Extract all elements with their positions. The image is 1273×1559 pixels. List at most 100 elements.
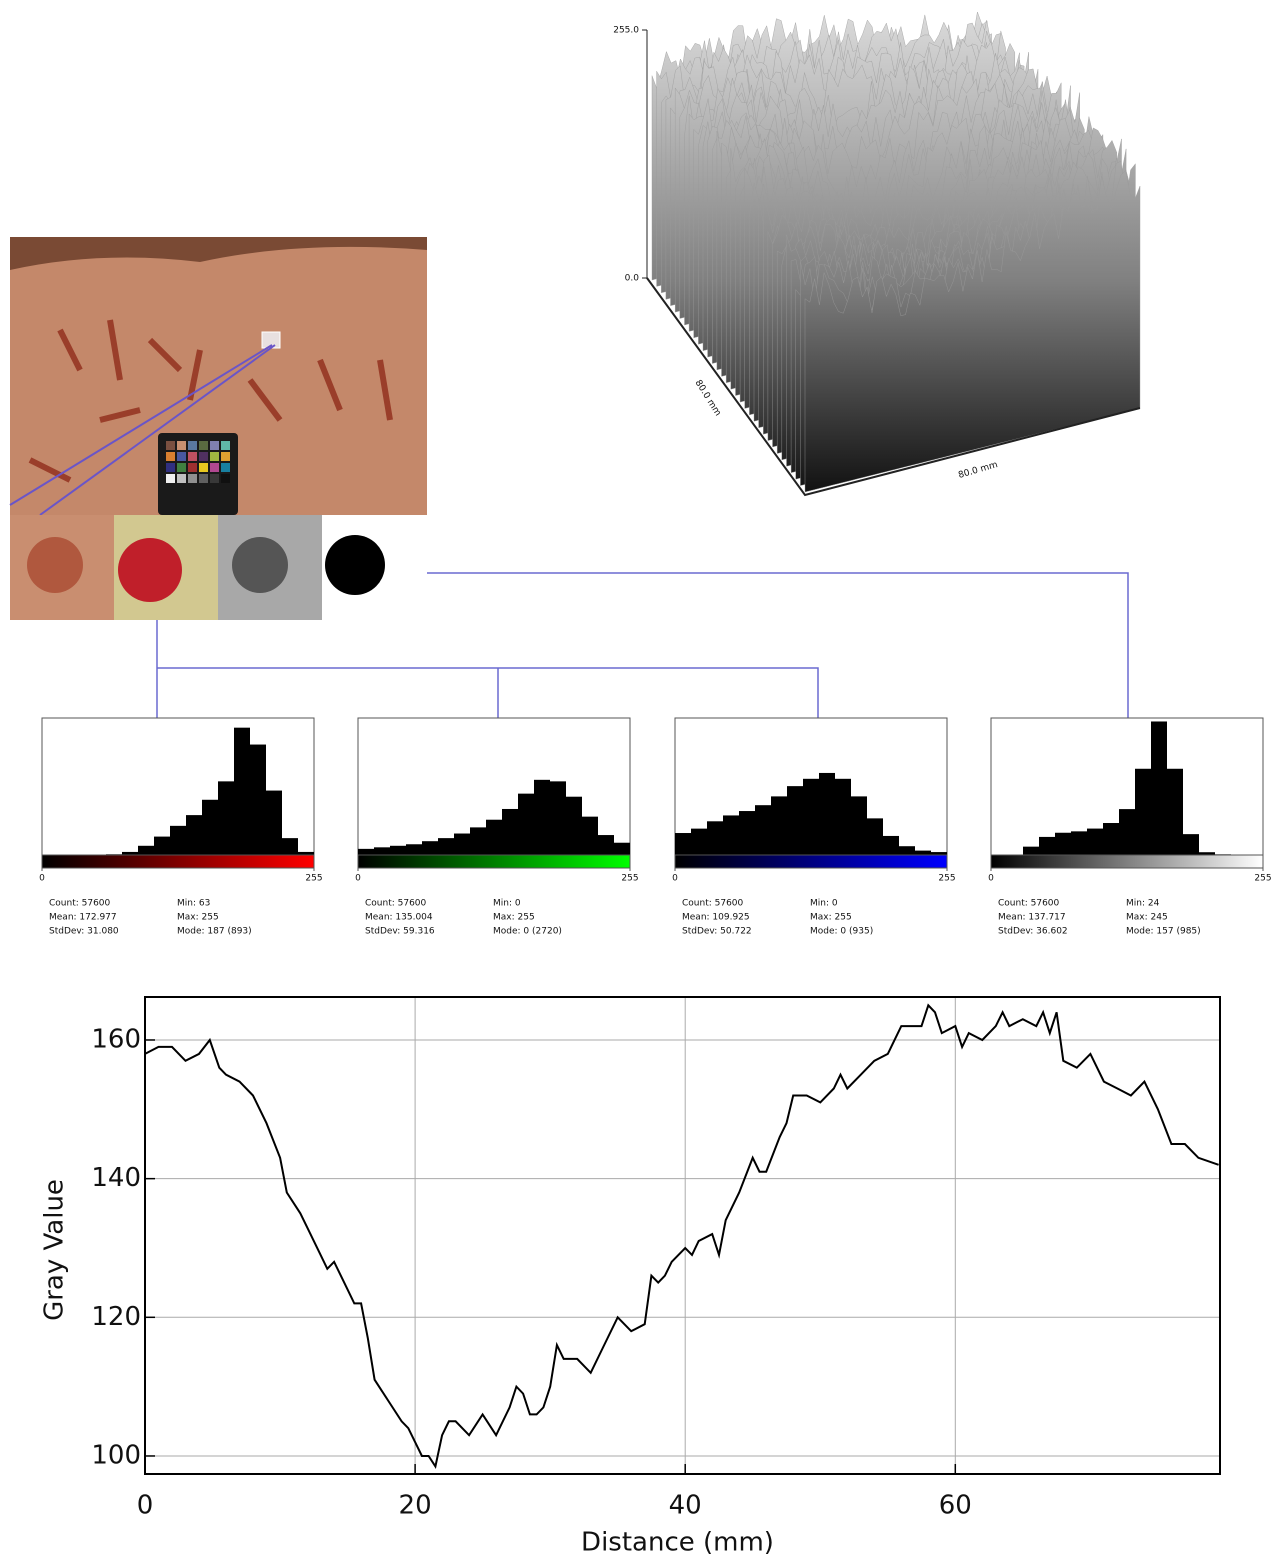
x-axis-label: 80.0 mm [693, 378, 723, 418]
hist-bar [598, 835, 614, 855]
x-tick-label: 0 [39, 874, 45, 884]
hist-stat: Min: 24 [1126, 899, 1160, 909]
hist-bar [406, 844, 422, 855]
hist-bar [422, 841, 438, 855]
hist-bar [358, 849, 374, 855]
x-tick-label: 0 [355, 874, 361, 884]
hist-bar [675, 833, 691, 855]
z-tick-label: 255.0 [613, 26, 639, 36]
hist-stat: Count: 57600 [49, 899, 111, 909]
hist-bar [614, 843, 630, 855]
hist-bar [234, 728, 250, 855]
hist-stat: Count: 57600 [682, 899, 744, 909]
photo-strip [10, 515, 427, 620]
swatch [210, 452, 219, 461]
hist-bar [819, 773, 835, 855]
colorbar [358, 855, 630, 868]
hist-bar [867, 818, 883, 855]
hist-bar [218, 781, 234, 855]
hist-stat: Min: 63 [177, 899, 210, 909]
hist-bar [550, 781, 566, 855]
y-axis-label: Gray Value [40, 1179, 70, 1321]
x-tick-label: 0 [137, 1491, 154, 1521]
y-tick-label: 100 [91, 1440, 141, 1470]
hist-bar [186, 815, 202, 855]
hist-bar [170, 826, 186, 855]
hist-bar [266, 791, 282, 855]
x-tick-label: 20 [399, 1491, 432, 1521]
swatch [177, 441, 186, 450]
hist-stat: Mode: 187 (893) [177, 927, 252, 937]
x-tick-label: 255 [1254, 874, 1271, 884]
hist-stat: Mean: 137.717 [998, 913, 1066, 923]
hist-bar [691, 829, 707, 855]
hist-stat: StdDev: 59.316 [365, 927, 435, 937]
hist-bar [1103, 823, 1119, 855]
z-tick-label: 0.0 [625, 274, 640, 284]
hist-stat: Mean: 135.004 [365, 913, 433, 923]
photo [10, 237, 427, 515]
y-tick-label: 140 [91, 1163, 141, 1193]
x-tick-label: 255 [305, 874, 322, 884]
hist-bar [835, 779, 851, 855]
hist-bar [755, 805, 771, 855]
hist-bar [470, 827, 486, 855]
figure: 0.0 255.0 80.0 mm 80.0 mm 0 255 Count: 57600 Me… [0, 0, 1273, 1559]
swatch [210, 441, 219, 450]
x-tick-label: 40 [669, 1491, 702, 1521]
hist-stat: StdDev: 50.722 [682, 927, 752, 937]
swatch [188, 463, 197, 472]
hist-bar [250, 745, 266, 855]
hist-bar [1183, 834, 1199, 855]
hist-stat: StdDev: 36.602 [998, 927, 1068, 937]
hist-stat: Max: 245 [1126, 913, 1168, 923]
swatch [221, 463, 230, 472]
hist-stat: Max: 255 [493, 913, 535, 923]
hist-bar [1135, 769, 1151, 855]
hist-bar [771, 796, 787, 855]
y-axis-label: 80.0 mm [957, 460, 999, 481]
hist-bar [915, 851, 931, 855]
swatch [199, 452, 208, 461]
y-tick-label: 160 [91, 1024, 141, 1054]
hist-stat: Mean: 172.977 [49, 913, 117, 923]
x-tick-label: 0 [988, 874, 994, 884]
hist-bar [787, 786, 803, 855]
hist-bar [803, 779, 819, 855]
hist-bar [154, 837, 170, 855]
hist-stat: Mode: 0 (935) [810, 927, 873, 937]
swatch [199, 441, 208, 450]
hist-stat: Max: 255 [177, 913, 219, 923]
hist-stat: Count: 57600 [365, 899, 427, 909]
swatch [166, 463, 175, 472]
hist-stat: Mean: 109.925 [682, 913, 750, 923]
hist-bar [1087, 829, 1103, 855]
hist-stat: Count: 57600 [998, 899, 1060, 909]
hist-bar [1119, 809, 1135, 855]
hist-bar [454, 834, 470, 855]
plot-frame [145, 997, 1220, 1474]
hist-bar [723, 815, 739, 855]
colorbar [675, 855, 947, 868]
hist-bar [282, 838, 298, 855]
hist-stat: Mode: 157 (985) [1126, 927, 1201, 937]
x-tick-label: 60 [939, 1491, 972, 1521]
hist-bar [486, 820, 502, 855]
hist-bar [883, 836, 899, 855]
swatch [188, 474, 197, 483]
swatch [166, 441, 175, 450]
hist-stat: Mode: 0 (2720) [493, 927, 562, 937]
hist-bar [707, 821, 723, 855]
y-tick-label: 120 [91, 1302, 141, 1332]
hist-bar [1071, 831, 1087, 855]
profile-line [145, 1005, 1219, 1466]
hist-bar [438, 838, 454, 855]
swatch [177, 463, 186, 472]
hist-bar [899, 846, 915, 855]
hist-bar [851, 796, 867, 855]
colorbar [991, 855, 1263, 868]
hist-bar [1151, 721, 1167, 855]
swatch [166, 474, 175, 483]
hist-bar [739, 811, 755, 855]
swatch [177, 452, 186, 461]
